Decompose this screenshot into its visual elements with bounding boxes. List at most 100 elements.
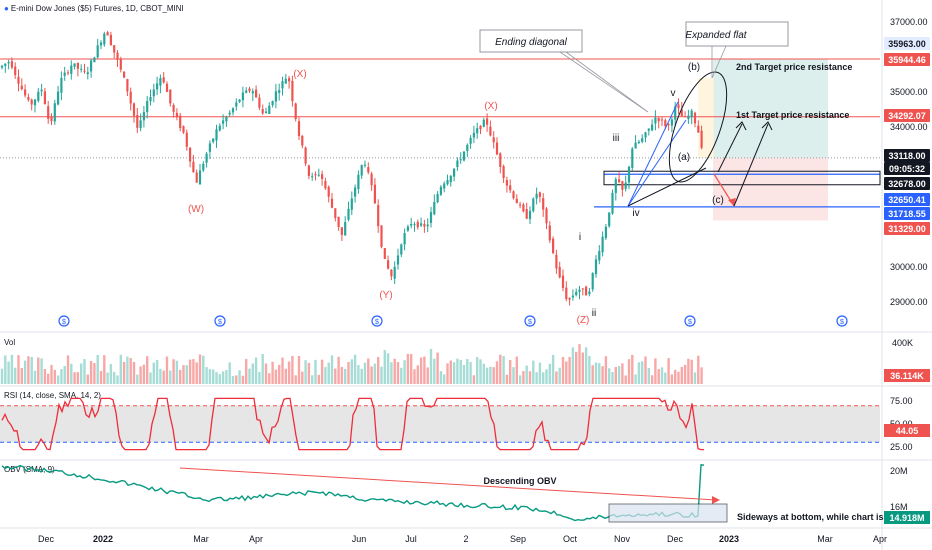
volume-bar xyxy=(700,367,703,384)
volume-bar xyxy=(258,372,261,384)
candle-body xyxy=(291,80,294,102)
candle-body xyxy=(99,42,103,46)
candle-body xyxy=(502,166,505,179)
volume-bar xyxy=(687,358,690,384)
volume-bar xyxy=(205,367,208,384)
volume-bar xyxy=(357,365,360,384)
candle-body xyxy=(528,210,532,220)
volume-bar xyxy=(132,361,136,384)
candle-body xyxy=(621,181,624,190)
volume-bar xyxy=(14,367,17,384)
volume-bar xyxy=(634,374,637,384)
candle-body xyxy=(396,255,400,265)
volume-bar xyxy=(241,375,245,384)
candle-body xyxy=(690,110,693,118)
candle-body xyxy=(403,233,406,245)
volume-bar xyxy=(185,365,188,384)
volume-bar xyxy=(33,370,37,384)
candle-body xyxy=(327,186,330,197)
volume-bar xyxy=(281,357,284,384)
candle-body xyxy=(591,273,594,290)
candle-body xyxy=(522,204,525,212)
volume-bar xyxy=(509,360,512,384)
price-badge xyxy=(884,149,930,162)
candle-body xyxy=(601,236,604,253)
event-marker-glyph: $ xyxy=(840,319,844,326)
candle-body xyxy=(406,226,409,231)
volume-bar xyxy=(165,356,169,384)
candle-body xyxy=(459,159,462,161)
candle-body xyxy=(674,106,677,120)
volume-bar xyxy=(83,358,86,384)
candle-body xyxy=(423,224,426,227)
candle-body xyxy=(324,180,327,189)
candle-body xyxy=(575,291,578,296)
price-tick: 37000.00 xyxy=(890,17,928,27)
volume-bar xyxy=(53,369,56,384)
candle-body xyxy=(426,224,429,227)
volume-bar xyxy=(551,354,555,384)
volume-bar xyxy=(109,364,113,384)
candle-body xyxy=(360,165,363,176)
candle-body xyxy=(340,227,343,235)
candle-body xyxy=(179,115,182,129)
candle-body xyxy=(317,174,320,176)
flat-ellipse xyxy=(668,71,728,183)
volume-bar xyxy=(162,370,165,384)
event-marker-glyph: $ xyxy=(688,319,692,326)
volume-badge xyxy=(884,369,930,382)
volume-bar xyxy=(139,366,142,384)
candle-body xyxy=(241,92,244,101)
volume-bar xyxy=(380,366,383,384)
candle-body xyxy=(608,212,611,227)
candle-body xyxy=(321,174,324,180)
volume-bar xyxy=(294,375,297,384)
volume-bar xyxy=(697,355,700,384)
wave-label: ii xyxy=(592,308,596,319)
volume-bar xyxy=(429,348,433,384)
volume-bar xyxy=(261,354,264,384)
arrow-head xyxy=(712,496,720,504)
volume-bar xyxy=(558,367,561,384)
candle-body xyxy=(634,142,637,149)
candle-body xyxy=(552,238,555,254)
volume-bar xyxy=(337,356,340,384)
candle-body xyxy=(205,153,208,163)
callout-text: Expanded flat xyxy=(685,30,747,41)
candle-body xyxy=(492,137,495,143)
volume-bar xyxy=(37,357,40,384)
volume-bar xyxy=(575,351,578,384)
volume-bar xyxy=(591,365,594,384)
volume-bar xyxy=(50,364,53,384)
volume-bar xyxy=(413,369,416,384)
volume-bar xyxy=(472,375,476,384)
candle-body xyxy=(109,34,112,46)
rsi-tick: 25.00 xyxy=(890,442,913,452)
volume-bar xyxy=(274,369,278,384)
price-badge-text: 35944.46 xyxy=(888,55,926,65)
candle-body xyxy=(558,267,561,278)
candle-body xyxy=(525,209,528,219)
candle-body xyxy=(116,52,119,60)
volume-bar xyxy=(126,356,129,384)
price-tick: 34000.00 xyxy=(890,122,928,132)
volume-bar xyxy=(235,375,238,384)
candle-body xyxy=(578,289,581,292)
volume-bar xyxy=(317,374,320,384)
candle-body xyxy=(132,103,136,116)
candle-body xyxy=(202,163,205,171)
time-tick: Apr xyxy=(249,534,263,544)
volume-bar xyxy=(198,354,202,384)
candle-body xyxy=(627,166,631,183)
candle-body xyxy=(142,112,145,121)
candle-body xyxy=(337,216,340,227)
diagonal-upper xyxy=(627,101,679,207)
candle-body xyxy=(106,32,109,36)
volume-bar xyxy=(433,358,436,384)
volume-bar xyxy=(565,361,568,384)
volume-bar xyxy=(581,352,584,384)
callout-ending-diagonal xyxy=(479,29,583,53)
price-tick: 35000.00 xyxy=(890,87,928,97)
volume-bar xyxy=(545,369,548,384)
